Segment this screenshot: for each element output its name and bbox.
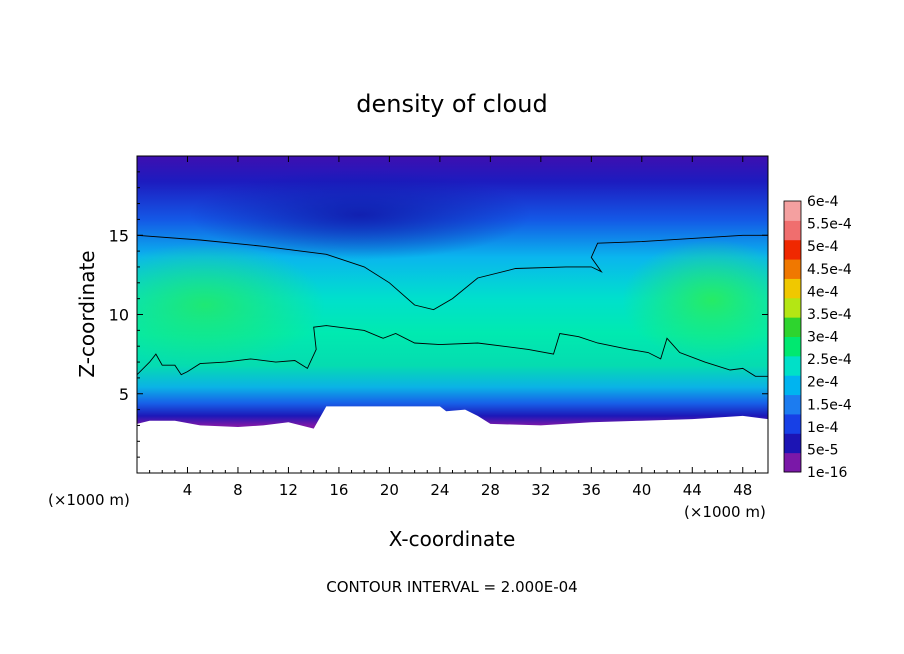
colorbar-label: 6e-4 <box>807 194 839 210</box>
colorbar-label: 2e-4 <box>807 375 839 391</box>
colorbar-swatch <box>784 452 801 473</box>
colorbar-label: 1e-4 <box>807 420 839 436</box>
cloud-core-left <box>137 243 325 367</box>
colorbar-swatch <box>784 317 801 337</box>
contour-line-2 <box>137 325 768 377</box>
colorbar-swatch <box>784 220 801 241</box>
terrain-mask <box>137 406 768 473</box>
x-tick-label: 44 <box>683 481 702 499</box>
cloud-core-right <box>622 240 768 360</box>
y-tick-label: 15 <box>109 226 129 245</box>
colorbar-label: 5e-5 <box>807 442 838 458</box>
colorbar-label: 2.5e-4 <box>807 352 852 368</box>
colorbar-swatch <box>784 297 801 318</box>
x-tick-label: 48 <box>733 481 752 499</box>
colorbar-swatch <box>784 355 801 376</box>
x-tick-label: 16 <box>329 481 348 499</box>
colorbar-label: 4.5e-4 <box>807 262 852 278</box>
contour-interval-note: CONTOUR INTERVAL = 2.000E-04 <box>326 578 577 596</box>
colorbar-swatch <box>784 413 801 434</box>
colorbar-swatch <box>784 278 801 299</box>
y-tick-label: 5 <box>119 385 129 404</box>
y-axis-ticks: 5 10 15 <box>109 171 768 458</box>
y-tick-label: 10 <box>109 306 129 325</box>
x-axis-ticks: 4 8 12 16 20 24 28 32 36 40 44 48 <box>149 156 756 499</box>
colorbar-swatch <box>784 259 801 279</box>
colorbar-label: 3e-4 <box>807 330 839 346</box>
x-unit-left: (×1000 m) <box>48 491 130 509</box>
x-tick-label: 4 <box>183 481 193 499</box>
y-axis-label: Z-coordinate <box>75 250 99 377</box>
colorbar-swatch <box>784 394 801 415</box>
x-tick-label: 8 <box>233 481 243 499</box>
colorbar-swatch <box>784 433 801 454</box>
colorbar-label: 3.5e-4 <box>807 307 852 323</box>
colorbar-label: 5.5e-4 <box>807 217 852 233</box>
x-tick-label: 36 <box>582 481 601 499</box>
x-tick-label: 40 <box>632 481 651 499</box>
x-tick-label: 24 <box>430 481 449 499</box>
dark-upper-region <box>190 170 530 260</box>
chart-title: density of cloud <box>356 90 547 118</box>
colorbar-swatch <box>784 201 801 221</box>
colorbar-label: 5e-4 <box>807 239 839 255</box>
x-tick-label: 20 <box>380 481 399 499</box>
contour-lines <box>137 234 768 377</box>
x-unit-right: (×1000 m) <box>684 503 766 521</box>
colorbar: 6e-4 5.5e-4 5e-4 4.5e-4 4e-4 3.5e-4 3e-4 2.5e-4… <box>783 194 852 481</box>
colorbar-label: 4e-4 <box>807 284 839 300</box>
colorbar-swatch <box>784 239 801 260</box>
x-tick-label: 32 <box>531 481 550 499</box>
plot-area <box>137 156 768 473</box>
colorbar-label: 1.5e-4 <box>807 397 852 413</box>
x-tick-label: 12 <box>279 481 298 499</box>
x-tick-label: 28 <box>481 481 500 499</box>
colorbar-frame <box>783 200 802 473</box>
colorbar-label: 1e-16 <box>807 465 847 481</box>
colorbar-swatch <box>784 375 801 396</box>
contour-line-1 <box>137 234 768 311</box>
x-axis-label: X-coordinate <box>389 527 516 551</box>
colorbar-swatch <box>784 336 801 357</box>
